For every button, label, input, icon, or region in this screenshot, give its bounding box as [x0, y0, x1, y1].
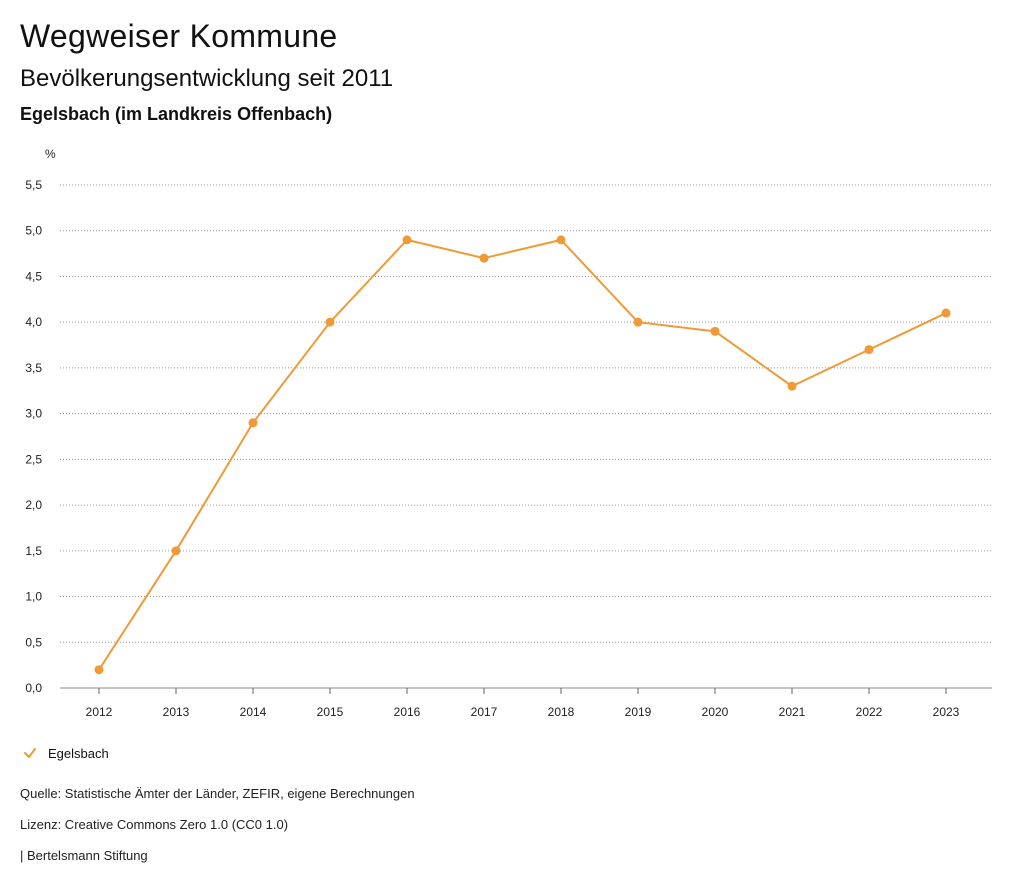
- data-point[interactable]: [710, 326, 720, 336]
- x-tick-label: 2017: [471, 705, 498, 719]
- region-label: Egelsbach (im Landkreis Offenbach): [20, 104, 333, 124]
- publisher-note: | Bertelsmann Stiftung: [20, 848, 148, 863]
- x-tick-label: 2023: [933, 705, 960, 719]
- legend[interactable]: Egelsbach: [22, 745, 109, 761]
- x-tick-label: 2021: [779, 705, 806, 719]
- y-axis-unit: %: [45, 147, 56, 161]
- data-point[interactable]: [479, 253, 489, 263]
- y-tick-label: 2,0: [25, 498, 42, 512]
- data-point[interactable]: [633, 317, 643, 327]
- y-tick-label: 5,0: [25, 224, 42, 238]
- y-tick-label: 0,5: [25, 635, 42, 649]
- y-tick-label: 3,5: [25, 361, 42, 375]
- y-tick-label: 0,0: [25, 681, 42, 695]
- data-point[interactable]: [556, 235, 566, 245]
- chart-subtitle: Bevölkerungsentwicklung seit 2011: [20, 65, 394, 92]
- x-tick-label: 2015: [317, 705, 344, 719]
- line-chart: % 0,0 0,5 1,0 1,5 2,0 2,5 3,0 3,5 4,0 4,5 5,0 5,5 201…: [25, 147, 992, 719]
- data-point[interactable]: [864, 345, 874, 355]
- x-tick-label: 2022: [856, 705, 883, 719]
- y-tick-label: 2,5: [25, 452, 42, 466]
- x-tick-label: 2018: [548, 705, 575, 719]
- series-line: [98, 238, 947, 671]
- x-tick-label: 2014: [240, 705, 267, 719]
- data-point[interactable]: [325, 317, 335, 327]
- x-tick-label: 2020: [702, 705, 729, 719]
- y-tick-label: 3,0: [25, 407, 42, 421]
- page-title: Wegweiser Kommune: [20, 18, 338, 54]
- data-point[interactable]: [248, 418, 258, 428]
- y-tick-label: 4,5: [25, 269, 42, 283]
- data-point[interactable]: [402, 235, 412, 245]
- check-icon: [24, 748, 36, 758]
- y-tick-label: 1,5: [25, 544, 42, 558]
- y-tick-label: 1,0: [25, 590, 42, 604]
- source-note: Quelle: Statistische Ämter der Länder, Z…: [20, 786, 415, 801]
- data-point[interactable]: [171, 546, 181, 556]
- y-tick-label: 5,5: [25, 178, 42, 192]
- data-point[interactable]: [787, 381, 797, 391]
- y-tick-label: 4,0: [25, 315, 42, 329]
- x-tick-label: 2012: [86, 705, 113, 719]
- legend-label: Egelsbach: [48, 745, 109, 761]
- x-tick-label: 2013: [163, 705, 190, 719]
- data-point[interactable]: [94, 665, 104, 675]
- data-point[interactable]: [941, 308, 951, 318]
- x-tick-label: 2019: [625, 705, 652, 719]
- x-tick-label: 2016: [394, 705, 421, 719]
- license-note: Lizenz: Creative Commons Zero 1.0 (CC0 1…: [20, 817, 289, 832]
